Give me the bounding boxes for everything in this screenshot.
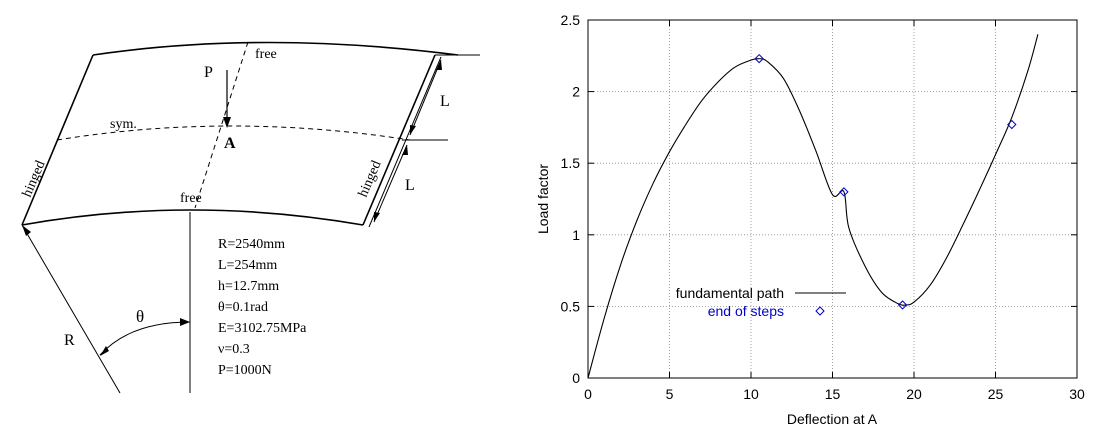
dimension-arrow-bottom (373, 144, 408, 223)
parameter: h=12.7mm (218, 279, 279, 294)
parameter: θ=0.1rad (218, 300, 268, 315)
x-tick-label: 20 (906, 386, 922, 402)
y-tick-label: 0 (572, 370, 580, 386)
shell-bottom-edge (21, 209, 364, 226)
parameter: E=3102.75MPa (218, 321, 307, 336)
dimension-arrow-top (409, 59, 442, 136)
angle-label: θ (136, 307, 144, 326)
load-label: P (204, 64, 213, 81)
arrowhead (436, 60, 442, 70)
shell-top-edge (92, 41, 459, 56)
x-tick-label: 0 (584, 386, 592, 402)
x-axis-label: Deflection at A (787, 411, 878, 427)
legend-label-fundamental-path: fundamental path (676, 285, 784, 301)
arrowhead (223, 117, 231, 128)
y-tick-label: 1 (572, 227, 580, 243)
series-line-fundamental-path (587, 34, 1039, 379)
radius-label: R (64, 332, 75, 349)
arrowhead (374, 212, 380, 222)
x-tick-label: 10 (743, 386, 759, 402)
parameter: P=1000N (218, 363, 272, 378)
parameter: ν=0.3 (218, 342, 250, 357)
parameter-list: R=2540mm L=254mm h=12.7mm θ=0.1rad E=310… (218, 237, 307, 378)
end-of-step-marker (754, 53, 764, 64)
parameter: R=2540mm (218, 237, 285, 252)
y-tick-label: 0.5 (561, 298, 581, 314)
free-line (194, 41, 249, 209)
chart-legend: fundamental path end of steps (676, 285, 846, 319)
shell-diagram (21, 41, 480, 394)
end-of-step-marker (897, 300, 908, 310)
chart-ticks (587, 19, 1078, 379)
symmetry-line (56, 125, 411, 141)
chart-series (587, 34, 1039, 379)
y-tick-label: 2.5 (561, 12, 581, 28)
arrowhead (22, 225, 31, 236)
arrowhead (410, 125, 416, 135)
angle-arc (99, 321, 191, 356)
hinged-label-left: hinged (20, 159, 49, 200)
length-label-top: L (440, 93, 450, 110)
x-tick-label: 25 (988, 386, 1004, 402)
sym-label: sym. (110, 117, 137, 132)
end-of-step-marker (1007, 119, 1017, 130)
chart-grid (588, 20, 1077, 378)
plot-frame (587, 19, 1078, 379)
x-tick-label: 5 (666, 386, 674, 402)
free-label-bottom: free (180, 191, 202, 206)
length-label-bottom: L (405, 177, 415, 194)
x-tick-label: 15 (825, 386, 841, 402)
radius-line (21, 224, 121, 394)
point-label: A (224, 135, 236, 152)
parameter: L=254mm (218, 258, 277, 273)
arrowhead (402, 145, 408, 155)
legend-marker-end-of-steps (815, 306, 825, 316)
arrowhead (180, 318, 190, 326)
shell-right-edge-inner (368, 56, 442, 228)
load-deflection-chart: 0 5 10 15 20 25 30 0 0.5 1 1.5 2 2.5 Deflection at A… (535, 12, 1085, 427)
hinged-label-right: hinged (356, 159, 385, 200)
end-of-step-marker (839, 187, 849, 197)
y-tick-label: 1.5 (561, 155, 581, 171)
shell-right-edge (362, 54, 436, 226)
chart-tick-labels: 0 5 10 15 20 25 30 0 0.5 1 1.5 2 2.5 (561, 12, 1085, 402)
y-axis-label: Load factor (535, 164, 551, 234)
y-tick-label: 2 (572, 84, 580, 100)
arrowhead (100, 346, 109, 356)
x-tick-label: 30 (1069, 386, 1085, 402)
legend-label-end-of-steps: end of steps (708, 303, 784, 319)
free-label-top: free (255, 47, 277, 62)
